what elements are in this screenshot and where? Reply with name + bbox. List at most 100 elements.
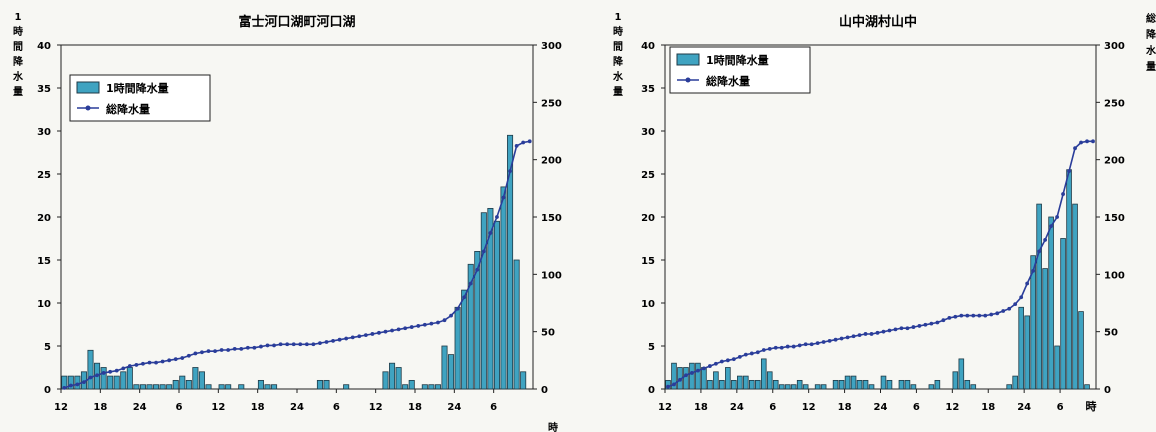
chart-0-y1-tick-label: 0 <box>44 385 51 396</box>
chart-0-y1-tick-label: 20 <box>37 213 51 224</box>
chart-1-total-point <box>749 351 754 356</box>
chart-1-hourly-bar <box>832 379 839 390</box>
chart-0-hourly-bar <box>402 384 409 390</box>
chart-0-hourly-bar <box>257 379 264 390</box>
chart-1-total-point <box>887 328 892 333</box>
chart-0-hourly-bar <box>218 384 225 390</box>
chart-1-hourly-bar <box>701 367 707 390</box>
chart-0-total-point <box>468 281 473 286</box>
chart-0-hourly-bar <box>120 371 127 390</box>
chart-0-total-point <box>304 342 309 347</box>
chart-1-hourly-bar <box>743 375 749 390</box>
chart-0-hourly-bar <box>100 367 107 390</box>
chart-1-x-tick-label: 12 <box>945 402 959 413</box>
chart-1-hourly-bar <box>1042 268 1048 390</box>
chart-1-total-point <box>1001 309 1006 313</box>
chart-1-total-point <box>959 313 964 318</box>
chart-0-hourly-bar <box>441 345 448 390</box>
chart-1-hourly-bar <box>838 379 845 390</box>
chart-1-total-point <box>1037 249 1042 254</box>
chart-0-total-point <box>252 345 257 350</box>
chart-1-total-point <box>923 322 928 327</box>
chart-0-total-point <box>442 318 447 323</box>
chart-1-total-point <box>1007 306 1012 311</box>
chart-0-hourly-bar <box>500 186 507 390</box>
chart-1-total-point <box>719 359 724 364</box>
chart-1-y2-tick-label: 100 <box>1104 270 1125 281</box>
chart-0-x-tick-label: 12 <box>369 402 383 413</box>
chart-0-total-point <box>508 169 512 174</box>
chart-1-total-point <box>1019 295 1024 300</box>
chart-yamanakako: 山中湖村山中1時間降水量総降水量051015202530354005010015… <box>612 12 1156 413</box>
chart-1-total-point <box>821 340 826 344</box>
chart-1-total-point <box>977 313 982 318</box>
chart-0-hourly-bar <box>166 384 173 390</box>
chart-0-hourly-bar <box>107 375 114 390</box>
chart-1-hourly-bar <box>1024 315 1030 390</box>
chart-0-y2-tick-label: 0 <box>541 385 548 396</box>
chart-1-total-point <box>773 345 778 350</box>
chart-0-total-point <box>160 359 165 364</box>
chart-1-hourly-bar <box>934 379 941 390</box>
chart-0-hourly-bar <box>461 289 468 390</box>
chart-0-total-point <box>403 326 408 331</box>
chart-1-hourly-bar <box>1030 255 1036 390</box>
chart-1-hourly-bar <box>1078 311 1084 390</box>
chart-1-y1-tick-label: 40 <box>641 41 655 52</box>
chart-0-hourly-bar <box>448 354 455 390</box>
chart-0-hourly-bar <box>389 362 396 390</box>
chart-1-hourly-bar <box>856 379 863 390</box>
chart-1-total-point <box>917 324 922 328</box>
chart-1-total-point <box>1079 140 1083 145</box>
chart-1-hourly-bar <box>904 379 911 390</box>
chart-1-total-point <box>713 361 718 366</box>
chart-0-hourly-bar <box>467 263 474 390</box>
chart-1-total-point <box>1043 238 1048 242</box>
chart-1-x-tick-label: 12 <box>658 402 672 413</box>
chart-1-hourly-bar <box>1066 169 1072 390</box>
chart-1-hourly-bar <box>970 384 977 390</box>
chart-1-total-point <box>845 335 850 340</box>
chart-1-total-point <box>971 313 976 318</box>
chart-0-legend-line-label: 総降水量 <box>106 102 150 116</box>
chart-1-y1-tick-label: 20 <box>641 213 655 224</box>
chart-1-total-point <box>755 350 760 355</box>
chart-0-total-point <box>127 364 132 368</box>
chart-1-total-point <box>731 357 736 362</box>
chart-1-total-point <box>678 377 682 382</box>
chart-0-legend-bar-swatch <box>76 81 100 94</box>
chart-0-total-point <box>495 215 499 219</box>
chart-0-total-point <box>514 144 519 148</box>
chart-0-hourly-bar <box>192 367 199 390</box>
chart-0-y1-label-char: 1 <box>15 12 22 23</box>
chart-1-x-tick-label: 24 <box>730 402 744 413</box>
chart-1-total-point <box>702 366 706 371</box>
chart-1-total-point <box>672 382 676 387</box>
chart-1-hourly-bar <box>671 362 677 390</box>
chart-0-x-tick-label: 6 <box>176 402 183 413</box>
chart-1-x-tick-label: 12 <box>802 402 816 413</box>
chart-0-total-point <box>232 346 237 351</box>
chart-0-y1-label-char: 量 <box>13 85 23 98</box>
chart-1-y1-label-char: 量 <box>613 85 623 98</box>
chart-0-title: 富士河口湖町河口湖 <box>238 14 355 30</box>
chart-1-hourly-bar <box>820 384 827 390</box>
chart-0-total-point <box>357 334 362 339</box>
chart-0-hourly-bar <box>316 379 323 390</box>
chart-kawaguchiko: 富士河口湖町河口湖1時間降水量総降水量051015202530354005010… <box>12 12 562 432</box>
chart-1-hourly-bar <box>778 384 785 390</box>
chart-0-total-point <box>409 325 414 329</box>
chart-0-hourly-bar <box>185 379 192 390</box>
chart-0-x-tick-label: 12 <box>54 402 68 413</box>
chart-0-hourly-bar <box>382 371 389 390</box>
chart-1-hourly-bar <box>725 367 731 390</box>
chart-1-hourly-bar <box>898 379 905 390</box>
chart-0-hourly-bar <box>395 367 402 390</box>
chart-0-hourly-bar <box>507 134 514 390</box>
chart-0-x-tick-label: 12 <box>211 402 225 413</box>
chart-1-total-point <box>827 338 832 343</box>
chart-1-hourly-bar <box>695 362 701 390</box>
chart-0-hourly-bar <box>133 384 140 390</box>
chart-1-y2-tick-label: 0 <box>1104 385 1111 396</box>
chart-0-total-point <box>95 373 99 378</box>
